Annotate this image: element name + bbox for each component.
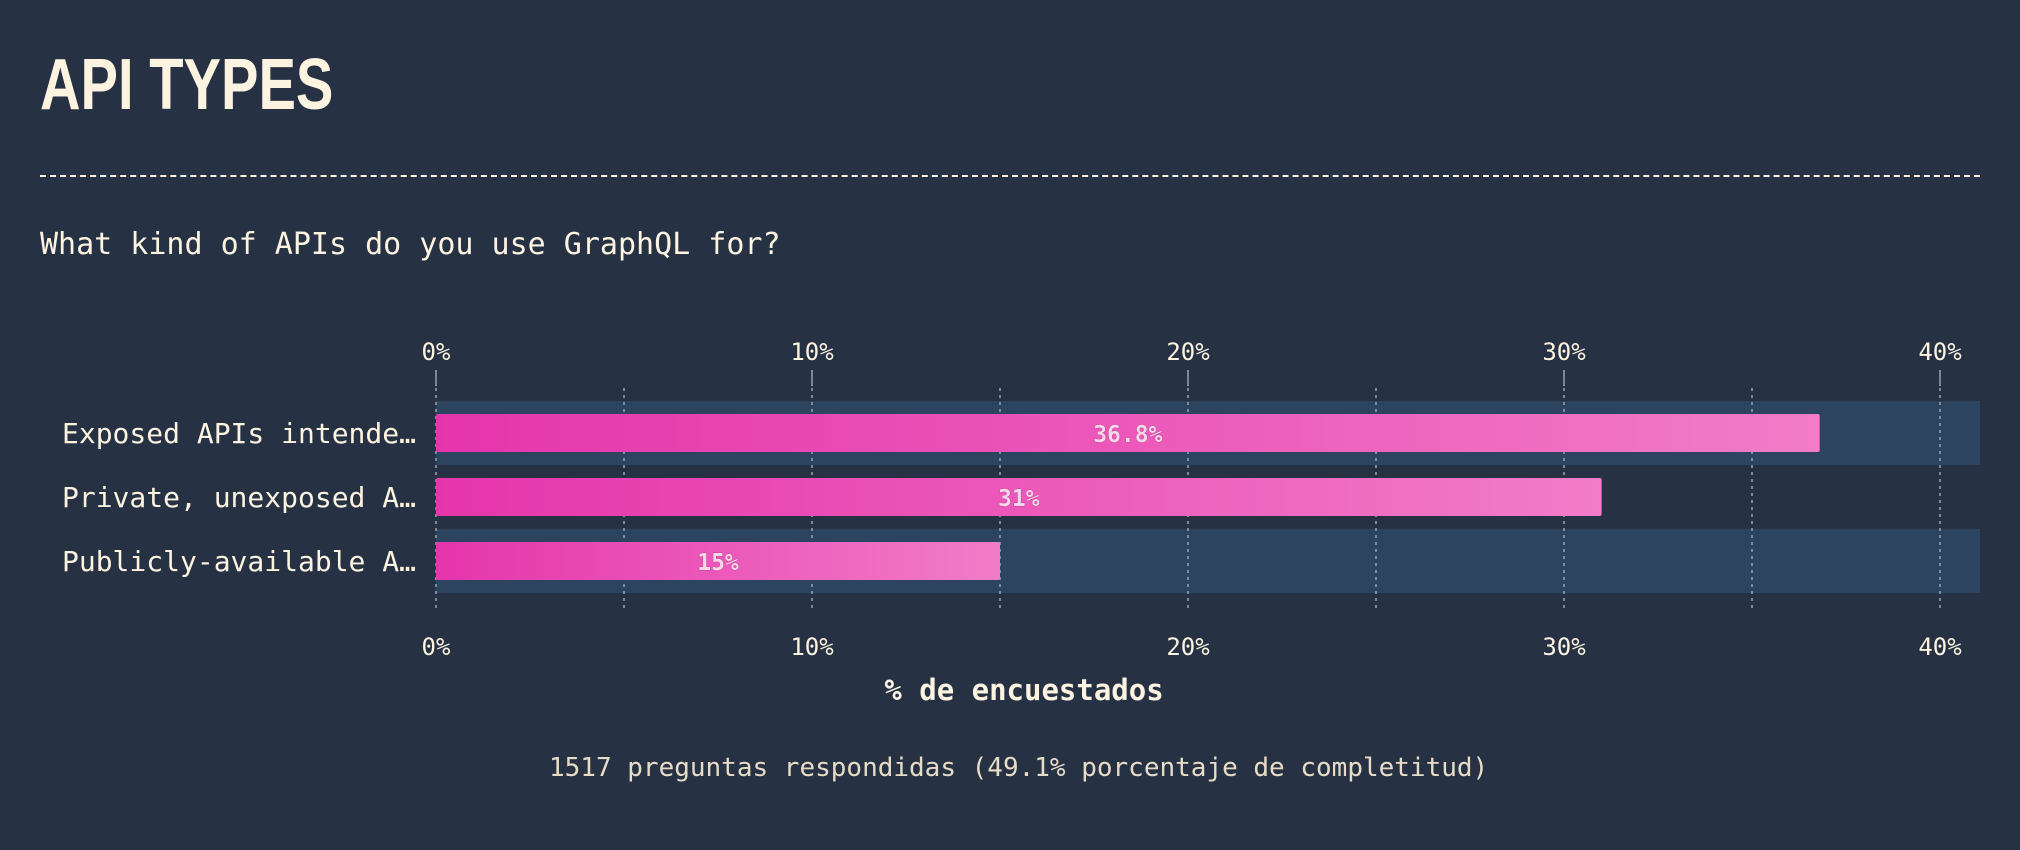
- footer-text: 1517 preguntas respondidas (49.1% porcen…: [549, 753, 1489, 783]
- bar: [436, 542, 1000, 580]
- x-tick-label-top: 20%: [1166, 338, 1210, 366]
- x-tick-label-bottom: 0%: [422, 633, 451, 661]
- category-label: Exposed APIs intende…: [62, 417, 416, 450]
- x-tick-label-bottom: 30%: [1542, 633, 1586, 661]
- title-divider: [40, 175, 1980, 177]
- x-tick-label-bottom: 40%: [1918, 633, 1962, 661]
- bar-value-label: 15%: [697, 550, 739, 576]
- x-tick-label-top: 10%: [790, 338, 834, 366]
- category-label: Private, unexposed A…: [62, 481, 416, 514]
- x-axis-title: % de encuestados: [884, 673, 1163, 707]
- bar: [436, 478, 1602, 516]
- x-tick-label-bottom: 10%: [790, 633, 834, 661]
- category-label: Publicly-available A…: [62, 545, 416, 578]
- x-tick-label-top: 40%: [1918, 338, 1962, 366]
- x-tick-label-top: 0%: [422, 338, 451, 366]
- bar-value-label: 31%: [998, 486, 1040, 512]
- page-title: API TYPES: [40, 45, 334, 125]
- bar-value-label: 36.8%: [1093, 422, 1162, 448]
- bar: [436, 414, 1820, 452]
- x-tick-label-bottom: 20%: [1166, 633, 1210, 661]
- question-text: What kind of APIs do you use GraphQL for…: [40, 227, 781, 262]
- x-tick-label-top: 30%: [1542, 338, 1586, 366]
- bar-chart: 36.8% 31% 15% Exposed APIs intende… Private…: [62, 338, 1980, 707]
